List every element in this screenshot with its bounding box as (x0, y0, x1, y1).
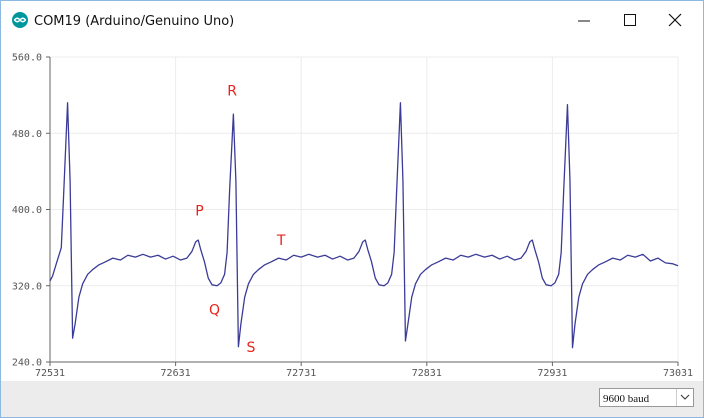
plot-area: 240.0 320.0 400.0 480.0 560.0 72531 72631 72731… (12, 53, 693, 380)
close-button[interactable] (668, 13, 682, 27)
x-tick-label: 72931 (537, 368, 567, 379)
wave-annotation: S (247, 340, 256, 356)
baud-label: 9600 baud (603, 393, 650, 405)
y-tick-label: 240.0 (12, 358, 42, 369)
x-tick-label: 72731 (286, 368, 316, 379)
baud-dropdown[interactable] (599, 388, 694, 407)
x-tick-label: 72831 (412, 368, 442, 379)
app-icon-glyph (13, 17, 27, 23)
dropdown-arrow (680, 394, 690, 400)
y-tick-label: 400.0 (12, 205, 42, 216)
y-tick-label: 320.0 (12, 281, 42, 292)
y-tick-label: 560.0 (12, 53, 42, 64)
status-bar: 9600 baud (1, 381, 703, 417)
status-bar-background (1, 381, 703, 417)
window-title: COM19 (Arduino/Genuino Uno) (34, 14, 234, 29)
ecg-line (49, 102, 679, 349)
maximize-button[interactable] (624, 14, 636, 26)
wave-annotation: R (227, 83, 237, 99)
wave-annotation: T (276, 233, 286, 249)
x-tick-label: 72531 (35, 368, 65, 379)
y-tick-label: 480.0 (12, 129, 42, 140)
title-bar: COM19 (Arduino/Genuino Uno) (12, 12, 682, 29)
x-tick-label: 73031 (663, 368, 693, 379)
wave-annotation: Q (209, 303, 220, 319)
x-tick-label: 72631 (161, 368, 191, 379)
wave-annotation: P (195, 203, 203, 219)
